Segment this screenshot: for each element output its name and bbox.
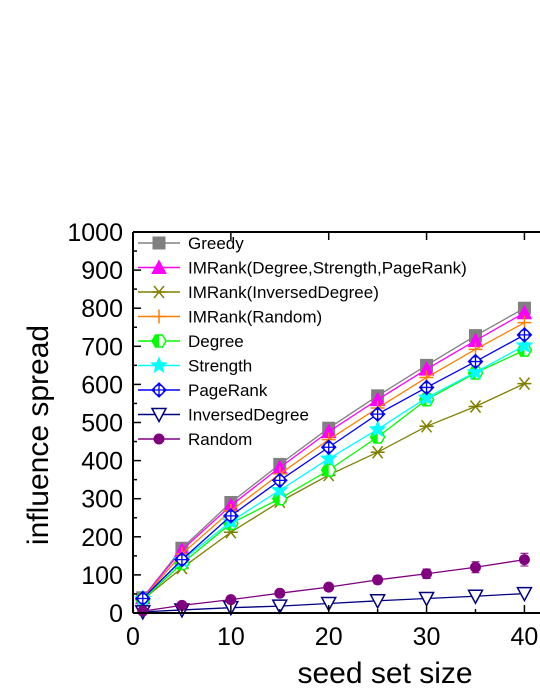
data-point xyxy=(274,587,286,599)
legend-label: Degree xyxy=(188,332,244,351)
axes: 0 10 20 30 400100200300400500600700800900100… xyxy=(67,219,540,651)
data-point xyxy=(370,445,385,459)
x-tick-label: 30 xyxy=(413,623,441,651)
data-point xyxy=(467,353,484,370)
legend-item: Random xyxy=(138,430,252,449)
data-point xyxy=(319,449,338,467)
y-tick-label: 900 xyxy=(81,257,123,285)
y-tick-label: 600 xyxy=(81,371,123,399)
legend-label: InversedDegree xyxy=(188,406,309,425)
legend-marker xyxy=(152,309,166,324)
series-pagerank xyxy=(134,326,533,607)
plot-area xyxy=(133,301,534,621)
legend-label: IMRank(Degree,Strength,PageRank) xyxy=(188,259,467,278)
legend-marker xyxy=(150,407,168,424)
data-point xyxy=(372,574,384,586)
legend: Greedy IMRank(Degree,Strength,PageRank) IM… xyxy=(138,234,467,449)
data-point xyxy=(418,591,435,608)
legend-label: Random xyxy=(188,430,252,449)
data-point xyxy=(466,362,485,380)
data-point xyxy=(468,400,483,413)
legend-marker xyxy=(151,382,167,398)
data-point xyxy=(323,581,335,593)
legend-item: IMRank(InversedDegree) xyxy=(138,283,379,302)
data-point xyxy=(368,420,387,437)
legend-marker xyxy=(152,236,166,250)
legend-label: IMRank(Random) xyxy=(188,308,322,327)
data-point xyxy=(517,377,532,391)
legend-marker xyxy=(151,259,167,274)
y-tick-label: 100 xyxy=(81,562,123,590)
legend-label: Greedy xyxy=(188,234,244,253)
y-tick-label: 400 xyxy=(81,448,123,476)
y-tick-label: 300 xyxy=(81,486,123,514)
data-point xyxy=(418,379,435,396)
data-point xyxy=(271,472,288,489)
legend-item: PageRank xyxy=(138,381,268,400)
legend-marker xyxy=(153,433,165,445)
legend-item: IMRank(Random) xyxy=(138,308,322,327)
data-point xyxy=(516,586,533,603)
y-tick-label: 800 xyxy=(81,295,123,323)
x-tick-label: 0 xyxy=(126,623,140,651)
legend-item: InversedDegree xyxy=(138,406,309,425)
series-imrank-degree-strength-pagerank xyxy=(134,304,533,605)
data-point xyxy=(271,491,288,506)
data-point xyxy=(174,551,190,568)
legend-label: Strength xyxy=(188,357,252,376)
series-random xyxy=(137,552,530,617)
data-point xyxy=(417,388,436,406)
data-point xyxy=(222,507,239,524)
data-point xyxy=(470,561,481,573)
data-point xyxy=(271,599,289,615)
x-tick-label: 20 xyxy=(315,623,343,651)
x-axis-title: seed set size xyxy=(297,657,472,690)
data-point xyxy=(320,596,337,613)
legend-item: IMRank(Degree,Strength,PageRank) xyxy=(138,259,467,278)
data-point xyxy=(421,568,433,580)
data-point xyxy=(270,480,289,498)
legend-item: Greedy xyxy=(138,234,244,253)
data-point xyxy=(515,336,534,354)
y-tick-label: 700 xyxy=(81,333,123,361)
data-point xyxy=(320,439,337,456)
y-tick-label: 0 xyxy=(109,600,123,628)
data-point xyxy=(369,594,386,610)
data-point xyxy=(225,594,237,606)
legend-item: Degree xyxy=(138,332,244,351)
x-tick-label: 40 xyxy=(511,623,539,651)
y-tick-label: 500 xyxy=(81,410,123,438)
data-point xyxy=(176,599,188,611)
data-point xyxy=(137,605,149,617)
legend-marker xyxy=(152,285,166,299)
data-point xyxy=(369,406,386,423)
y-tick-label: 1000 xyxy=(67,219,123,247)
y-axis-title: influence spread xyxy=(22,325,55,545)
x-tick-label: 10 xyxy=(217,623,245,651)
legend-label: PageRank xyxy=(188,381,268,400)
legend-marker xyxy=(151,334,167,348)
data-point xyxy=(518,554,530,566)
data-point xyxy=(516,326,533,343)
data-point xyxy=(419,419,434,433)
legend-marker xyxy=(150,356,168,374)
legend-item: Strength xyxy=(138,356,252,376)
data-point xyxy=(467,589,484,605)
legend-label: IMRank(InversedDegree) xyxy=(188,283,379,302)
y-tick-label: 200 xyxy=(81,524,123,552)
